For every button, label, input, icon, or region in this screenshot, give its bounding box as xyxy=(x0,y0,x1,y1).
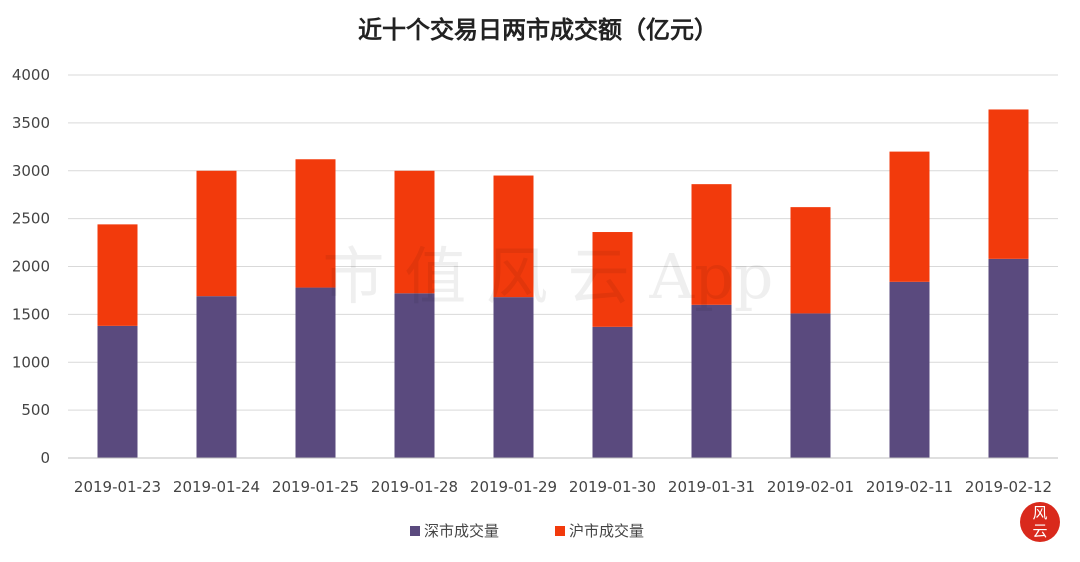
bar-segment-shanghai xyxy=(493,175,534,298)
bar-segment-shanghai xyxy=(295,159,336,288)
bar-segment-shanghai xyxy=(97,224,138,326)
bars xyxy=(97,109,1029,458)
bar-segment-shenzhen xyxy=(988,258,1029,458)
y-tick-label: 3500 xyxy=(12,114,50,132)
bar-segment-shenzhen xyxy=(790,313,831,458)
legend-label: 深市成交量 xyxy=(424,522,499,540)
y-tick-label: 1500 xyxy=(12,305,50,323)
bar-segment-shanghai xyxy=(988,109,1029,259)
x-tick-label: 2019-01-29 xyxy=(470,478,557,496)
seal-glyph-2: 云 xyxy=(1032,522,1047,540)
bar-segment-shenzhen xyxy=(295,287,336,458)
bar-segment-shenzhen xyxy=(889,281,930,458)
legend-swatch xyxy=(410,526,420,536)
x-axis-labels: 2019-01-23 2019-01-24 2019-01-25 2019-01-28… xyxy=(74,478,1052,496)
bar-segment-shenzhen xyxy=(97,325,138,458)
bar-segment-shanghai xyxy=(592,232,633,327)
x-tick-label: 2019-02-11 xyxy=(866,478,953,496)
y-tick-label: 1000 xyxy=(12,353,50,371)
x-tick-label: 2019-02-01 xyxy=(767,478,854,496)
bar-segment-shenzhen xyxy=(592,326,633,458)
seal-logo: 风 云 xyxy=(1020,502,1060,542)
legend-label: 沪市成交量 xyxy=(569,522,644,540)
y-tick-label: 2000 xyxy=(12,258,50,276)
y-tick-label: 2500 xyxy=(12,210,50,228)
seal-glyph-1: 风 xyxy=(1032,504,1047,522)
y-tick-label: 4000 xyxy=(12,66,50,84)
y-axis-labels: 0 500 1000 1500 2000 2500 3000 3500 4000 xyxy=(12,66,50,467)
bar-segment-shenzhen xyxy=(196,296,237,458)
bar-segment-shanghai xyxy=(394,170,435,294)
x-tick-label: 2019-01-28 xyxy=(371,478,458,496)
y-tick-label: 0 xyxy=(40,449,50,467)
x-tick-label: 2019-01-31 xyxy=(668,478,755,496)
y-tick-label: 3000 xyxy=(12,162,50,180)
x-tick-label: 2019-01-30 xyxy=(569,478,656,496)
x-tick-label: 2019-02-12 xyxy=(965,478,1052,496)
seal-circle xyxy=(1020,502,1060,542)
x-tick-label: 2019-01-24 xyxy=(173,478,260,496)
bar-segment-shanghai xyxy=(889,151,930,282)
bar-segment-shenzhen xyxy=(691,304,732,458)
watermark-text: 市 值 风 云 App xyxy=(323,240,774,313)
bar-segment-shanghai xyxy=(691,184,732,305)
chart-title: 近十个交易日两市成交额（亿元） xyxy=(358,16,718,44)
bar-segment-shanghai xyxy=(196,170,237,297)
bar-segment-shanghai xyxy=(790,207,831,314)
x-tick-label: 2019-01-25 xyxy=(272,478,359,496)
x-tick-label: 2019-01-23 xyxy=(74,478,161,496)
legend: 深市成交量 沪市成交量 xyxy=(410,522,644,540)
y-tick-label: 500 xyxy=(21,401,50,419)
bar-segment-shenzhen xyxy=(394,293,435,458)
legend-swatch xyxy=(555,526,565,536)
bar-segment-shenzhen xyxy=(493,297,534,458)
